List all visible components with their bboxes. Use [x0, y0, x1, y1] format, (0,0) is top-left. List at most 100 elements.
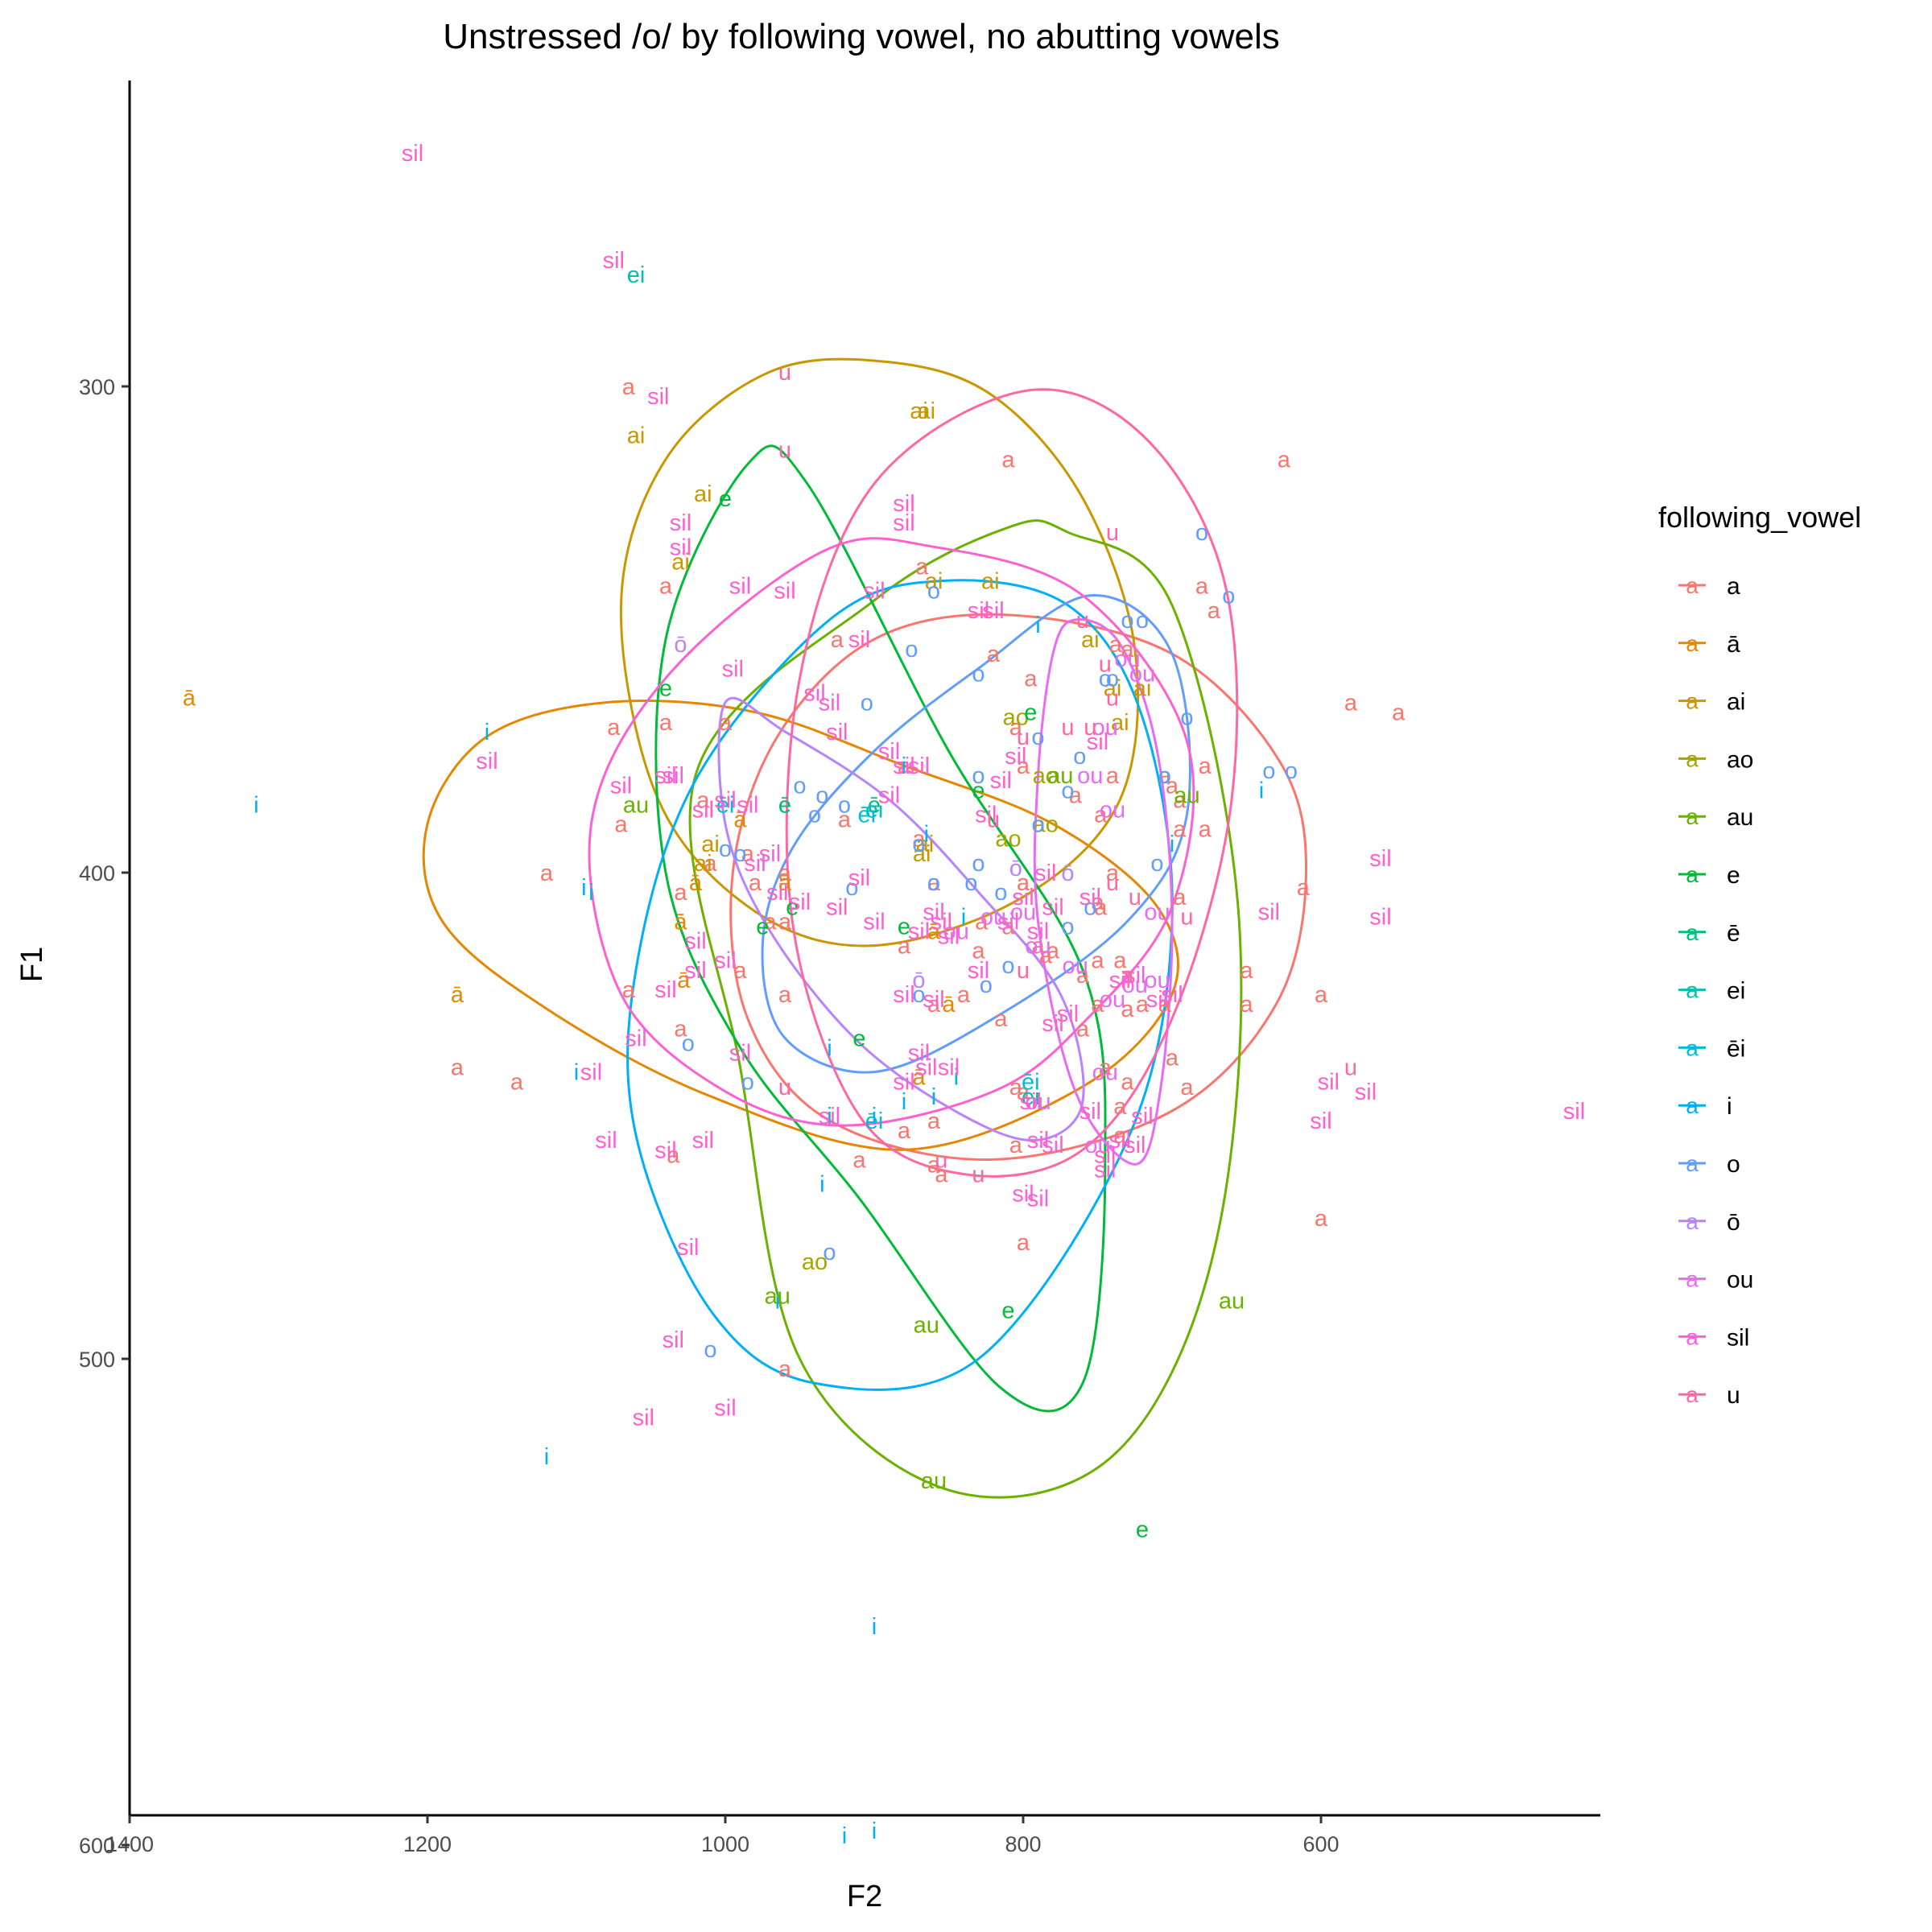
data-point: a [1009, 1075, 1023, 1100]
data-point: e [972, 778, 985, 803]
data-point: a [1208, 598, 1221, 624]
data-point: u [1106, 520, 1119, 546]
data-point: sil [968, 598, 989, 624]
data-point: a [1024, 666, 1038, 691]
legend-label: ē [1727, 920, 1740, 947]
data-point: sil [737, 792, 758, 818]
data-point: ai [1081, 627, 1100, 653]
data-point: ou [1129, 661, 1155, 687]
data-point: a [1173, 817, 1187, 843]
data-point: a [1039, 943, 1053, 969]
data-point: i [775, 1289, 780, 1315]
data-point: a [1031, 934, 1045, 960]
data-point: i [842, 1823, 847, 1849]
data-point: ou [1144, 899, 1170, 925]
data-point: i [924, 822, 929, 848]
data-point: ā [689, 870, 703, 896]
y-tick-label: 400 [79, 861, 115, 886]
data-point: a [1199, 753, 1212, 779]
data-point: u [1106, 686, 1119, 712]
data-point: o [972, 661, 985, 687]
data-point: a [1158, 992, 1172, 1018]
data-point: o [1061, 778, 1074, 803]
data-point: o [1031, 724, 1044, 750]
data-point: i [827, 1035, 832, 1061]
data-point: ēi [716, 792, 735, 818]
data-point: ao [1003, 705, 1029, 731]
data-point: ai [916, 832, 935, 857]
legend-label: ou [1727, 1267, 1753, 1294]
data-point: ou [1077, 763, 1103, 789]
data-point: a [622, 977, 636, 1003]
data-point: o [980, 972, 993, 998]
data-point: o [719, 836, 732, 862]
data-point: o [1150, 851, 1163, 877]
data-point: sil [826, 894, 848, 920]
data-point: ou [943, 919, 969, 945]
data-point: au [623, 792, 649, 818]
data-point: a [972, 939, 985, 964]
data-point: o [1195, 520, 1208, 546]
legend: following_vowel aaaāaaiaaoaauaeaēaeiaēia… [1658, 501, 1861, 1409]
data-point: a [1344, 691, 1358, 716]
data-point: sil [692, 1128, 714, 1154]
data-point: a [510, 1070, 524, 1096]
data-point: sil [848, 627, 870, 653]
data-point: ē [868, 792, 881, 818]
data-point: o [682, 1030, 695, 1056]
data-point: i [254, 792, 258, 818]
data-point: o [1136, 608, 1149, 634]
data-point: a [1076, 963, 1090, 989]
data-point: a [1091, 992, 1104, 1018]
data-point: ēi [865, 1108, 884, 1134]
data-point: i [581, 875, 586, 901]
data-point: a [1166, 1046, 1179, 1071]
data-point: sil [1012, 885, 1034, 910]
data-point: a [1069, 782, 1083, 808]
ellipse-i [626, 579, 1174, 1391]
data-point: a [1113, 1094, 1127, 1120]
data-point: au [765, 1284, 791, 1310]
data-point: sil [819, 1104, 840, 1129]
data-point: a [1136, 992, 1150, 1018]
data-point: a [778, 861, 792, 886]
data-point: e [1001, 1298, 1014, 1324]
data-point: sil [1080, 885, 1101, 910]
legend-label: ao [1727, 746, 1753, 773]
data-point: i [574, 1060, 579, 1086]
data-point: sil [893, 491, 914, 517]
data-point: a [741, 841, 755, 867]
data-point: o [1001, 953, 1014, 979]
data-point: sil [774, 579, 795, 605]
data-point: a [1121, 963, 1134, 989]
data-point: a [667, 1142, 680, 1168]
data-point: u [1344, 1055, 1357, 1081]
data-point: i [902, 1089, 906, 1115]
data-point: u [935, 1147, 947, 1173]
data-point: a [1113, 948, 1127, 974]
data-point: a [1017, 1230, 1030, 1256]
data-point: sil [893, 753, 914, 779]
legend-title: following_vowel [1658, 501, 1861, 534]
data-point: o [1084, 894, 1096, 920]
data-point: sil [819, 691, 840, 716]
legend-label: sil [1727, 1324, 1749, 1351]
data-point: sil [893, 982, 914, 1008]
ellipse-a [729, 613, 1308, 1161]
data-point: ai [1104, 676, 1122, 702]
data-point: ao [1033, 763, 1059, 789]
data-point: i [902, 753, 906, 779]
data-point: u [987, 807, 1000, 833]
data-point: a [719, 710, 733, 736]
data-point: sil [1094, 1157, 1116, 1183]
data-point: i [872, 1104, 877, 1129]
data-point: a [540, 861, 554, 886]
data-point: a [1076, 1016, 1090, 1042]
data-point: sil [990, 768, 1012, 794]
data-point: e [786, 894, 799, 920]
data-point: ei [865, 798, 884, 824]
data-point: o [815, 782, 828, 808]
data-point: sil [633, 1406, 654, 1431]
data-point: sil [982, 598, 1004, 624]
